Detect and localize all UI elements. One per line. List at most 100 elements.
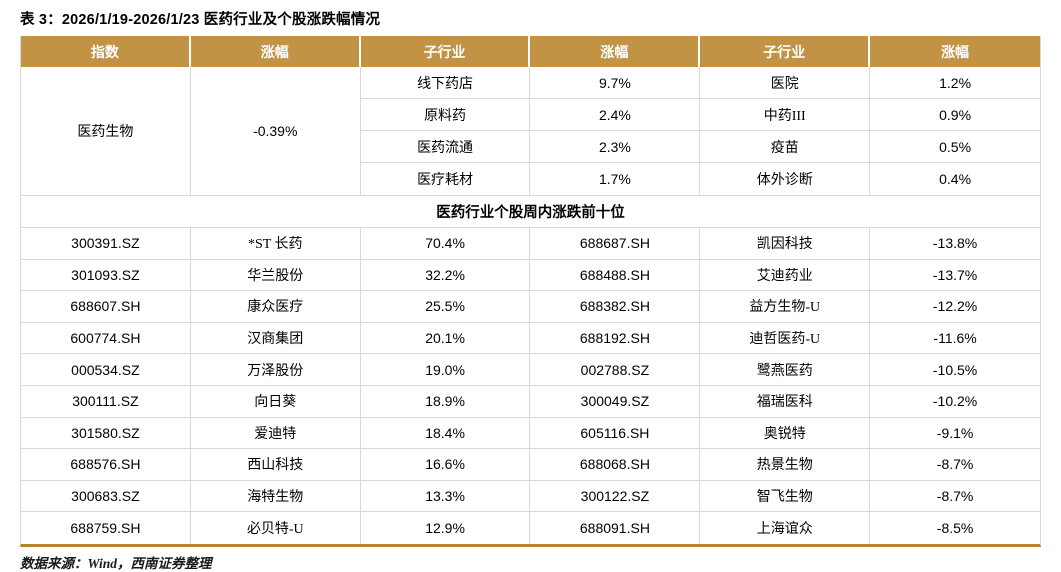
stock-code-up: 600774.SH	[21, 322, 191, 354]
stock-row: 300391.SZ *ST 长药 70.4% 688687.SH 凯因科技 -1…	[21, 228, 1040, 260]
section-header: 医药行业个股周内涨跌前十位	[21, 196, 1040, 228]
stock-change-up: 12.9%	[361, 512, 531, 544]
stock-code-down: 688382.SH	[530, 291, 701, 322]
industry-summary-block: 医药生物 -0.39% 线下药店 9.7% 医院 1.2% 原料药 2.4% 中…	[21, 67, 1040, 196]
stock-code-up: 000534.SZ	[21, 354, 191, 385]
stock-row: 000534.SZ 万泽股份 19.0% 002788.SZ 鹭燕医药 -10.…	[21, 354, 1040, 386]
header-cell-subindustry-1: 子行业	[360, 36, 531, 67]
index-change-cell: -0.39%	[191, 67, 361, 195]
header-cell-index: 指数	[21, 36, 191, 67]
subindustry-change-cell: 2.4%	[530, 99, 701, 131]
subindustry-change-cell: 1.7%	[530, 163, 701, 195]
subindustry-cell: 中药III	[700, 99, 871, 131]
stock-code-down: 605116.SH	[530, 417, 701, 449]
subindustry-change-cell: 9.7%	[530, 67, 701, 99]
subindustry-change-cell: 0.5%	[870, 131, 1040, 163]
index-name-cell: 医药生物	[21, 67, 191, 195]
stock-code-up: 301580.SZ	[21, 417, 191, 449]
stock-code-down: 300049.SZ	[530, 385, 701, 417]
stock-name-down: 热景生物	[700, 449, 871, 480]
stock-change-up: 16.6%	[361, 449, 531, 480]
stock-change-down: -10.2%	[932, 393, 978, 410]
subindustry-change-cell: 2.3%	[530, 131, 701, 163]
subindustry-change-cell: 0.9%	[870, 99, 1040, 131]
stock-row: 301093.SZ 华兰股份 32.2% 688488.SH 艾迪药业 -13.…	[21, 259, 1040, 292]
stock-change-up: 19.0%	[361, 354, 531, 385]
subindustry-change-cell: 1.2%	[870, 67, 1040, 99]
stock-name-up: *ST 长药	[191, 228, 361, 259]
stock-name-up: 万泽股份	[191, 354, 361, 385]
stock-name-up: 西山科技	[191, 449, 361, 480]
stock-code-down: 688192.SH	[530, 322, 701, 354]
stock-code-down: 688068.SH	[530, 449, 701, 480]
stock-change-down: -13.7%	[932, 266, 978, 283]
industry-stock-table: 指数 涨幅 子行业 涨幅 子行业 涨幅 医药生物 -0.39% 线下药店 9.7…	[20, 36, 1041, 547]
stock-code-up: 300391.SZ	[21, 228, 191, 259]
stock-name-up: 海特生物	[191, 480, 361, 512]
header-cell-subindustry-2: 子行业	[700, 36, 871, 67]
header-cell-change-1: 涨幅	[190, 36, 361, 67]
stock-change-down: -9.1%	[936, 424, 974, 441]
subindustry-cell: 医药流通	[360, 131, 531, 163]
stock-row: 688607.SH 康众医疗 25.5% 688382.SH 益方生物-U -1…	[21, 291, 1040, 323]
stock-change-down: -8.7%	[936, 488, 974, 505]
subindustry-cell: 医院	[700, 67, 871, 99]
stock-change-down: -8.7%	[936, 456, 974, 473]
subindustry-cell: 原料药	[360, 99, 531, 131]
table-title: 表 3：2026/1/19-2026/1/23 医药行业及个股涨跌幅情况	[20, 12, 381, 28]
stock-change-up: 32.2%	[361, 259, 531, 291]
stock-row: 600774.SH 汉商集团 20.1% 688192.SH 迪哲医药-U -1…	[21, 322, 1040, 355]
stock-change-down: -13.8%	[932, 235, 978, 252]
stock-name-down: 智飞生物	[700, 480, 871, 512]
stock-row: 301580.SZ 爱迪特 18.4% 605116.SH 奥锐特 -9.1%	[21, 417, 1040, 450]
stock-name-down: 迪哲医药-U	[700, 322, 871, 354]
stock-name-up: 汉商集团	[191, 322, 361, 354]
stock-name-down: 鹭燕医药	[700, 354, 871, 385]
stock-code-up: 688607.SH	[21, 291, 191, 322]
stock-row: 300111.SZ 向日葵 18.9% 300049.SZ 福瑞医科 -10.2…	[21, 385, 1040, 418]
stock-code-up: 301093.SZ	[21, 259, 191, 291]
table-header-row: 指数 涨幅 子行业 涨幅 子行业 涨幅	[21, 36, 1040, 67]
stock-change-down: -8.5%	[936, 520, 974, 537]
stock-name-down: 上海谊众	[700, 512, 871, 544]
stock-name-up: 康众医疗	[191, 291, 361, 322]
stock-code-down: 688687.SH	[530, 228, 701, 259]
stock-name-down: 益方生物-U	[700, 291, 871, 322]
subindustry-cell: 体外诊断	[700, 163, 871, 195]
stock-code-down: 300122.SZ	[530, 480, 701, 512]
subindustry-cell: 医疗耗材	[361, 163, 531, 195]
stock-change-up: 18.4%	[361, 417, 531, 449]
stock-row: 688576.SH 西山科技 16.6% 688068.SH 热景生物 -8.7…	[21, 449, 1040, 481]
stock-code-down: 688488.SH	[530, 259, 701, 291]
stock-change-up: 20.1%	[361, 322, 531, 354]
stock-row: 688759.SH 必贝特-U 12.9% 688091.SH 上海谊众 -8.…	[21, 512, 1040, 544]
stock-code-up: 688759.SH	[21, 512, 191, 544]
stock-name-up: 爱迪特	[191, 417, 361, 449]
stock-change-up: 70.4%	[361, 228, 531, 259]
stock-row: 300683.SZ 海特生物 13.3% 300122.SZ 智飞生物 -8.7…	[21, 480, 1040, 513]
stock-code-down: 002788.SZ	[530, 354, 701, 385]
stock-name-down: 福瑞医科	[700, 385, 871, 417]
stock-code-up: 688576.SH	[21, 449, 191, 480]
stock-code-down: 688091.SH	[530, 512, 701, 544]
data-source-note: 数据来源：Wind，西南证券整理	[20, 555, 212, 571]
stock-change-up: 13.3%	[361, 480, 531, 512]
header-cell-change-3: 涨幅	[870, 36, 1040, 67]
subindustry-cell: 线下药店	[360, 67, 531, 99]
stock-name-down: 奥锐特	[700, 417, 871, 449]
stock-name-up: 向日葵	[191, 385, 361, 417]
subindustry-cell: 疫苗	[700, 131, 871, 163]
stock-code-up: 300683.SZ	[21, 480, 191, 512]
stock-name-down: 凯因科技	[700, 228, 871, 259]
subindustry-change-cell: 0.4%	[939, 171, 972, 187]
header-cell-change-2: 涨幅	[530, 36, 701, 67]
stock-change-down: -12.2%	[932, 298, 978, 315]
stock-code-up: 300111.SZ	[21, 385, 191, 417]
stock-change-up: 25.5%	[361, 291, 531, 322]
stock-change-down: -10.5%	[932, 361, 978, 378]
stock-change-up: 18.9%	[361, 385, 531, 417]
stock-name-up: 华兰股份	[191, 259, 361, 291]
stock-name-down: 艾迪药业	[700, 259, 871, 291]
stock-name-up: 必贝特-U	[191, 512, 361, 544]
